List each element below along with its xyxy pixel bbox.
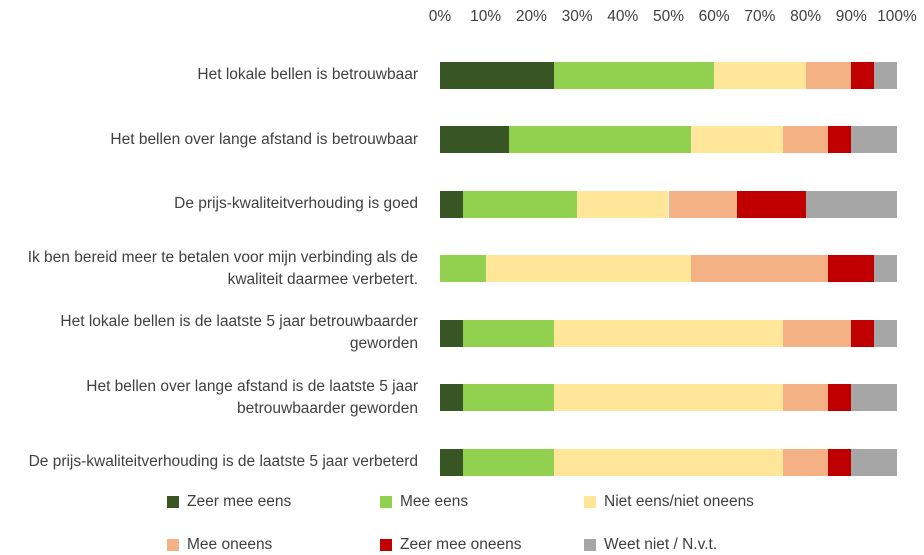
bar-segment xyxy=(462,384,555,411)
bar-segment xyxy=(440,448,463,476)
bar-segment xyxy=(440,255,486,282)
legend-item: Mee oneens xyxy=(167,536,272,554)
bar-segment xyxy=(554,61,715,89)
bar-segment xyxy=(874,255,897,282)
legend-item: Zeer mee oneens xyxy=(380,536,522,554)
bar-segment xyxy=(691,255,829,282)
x-tick-label: 10% xyxy=(470,8,502,25)
bar-segment xyxy=(668,190,738,218)
x-tick-label: 70% xyxy=(744,8,776,25)
legend-swatch xyxy=(167,539,179,551)
category-label: Het lokale bellen is betrouwbaar xyxy=(197,66,418,83)
bar-segment xyxy=(851,384,897,411)
bar-segment xyxy=(440,319,463,347)
bar-segment xyxy=(828,448,852,476)
bar-segment xyxy=(714,61,806,89)
bar-segment xyxy=(851,448,897,476)
bar-segment xyxy=(851,319,875,347)
legend-label: Weet niet / N.v.t. xyxy=(604,536,718,553)
legend-label: Zeer mee oneens xyxy=(400,536,522,553)
bar-segment xyxy=(851,126,897,153)
legend-swatch xyxy=(380,539,392,551)
bar-segment xyxy=(508,126,692,153)
category-label: De prijs-kwaliteitverhouding is goed xyxy=(174,195,418,212)
legend-item: Mee eens xyxy=(380,493,468,511)
bar-segment xyxy=(805,61,852,89)
legend-item: Weet niet / N.v.t. xyxy=(584,536,717,554)
bar-segment xyxy=(554,384,783,411)
bar-segment xyxy=(828,255,875,282)
bar-segment xyxy=(462,448,555,476)
bar-segment xyxy=(462,190,578,218)
x-tick-label: 80% xyxy=(790,8,822,25)
x-tick-label: 20% xyxy=(515,8,547,25)
legend-swatch xyxy=(584,539,596,551)
legend-label: Mee oneens xyxy=(187,536,273,553)
legend-label: Mee eens xyxy=(400,493,469,510)
bar-segment xyxy=(782,448,829,476)
x-tick-label: 0% xyxy=(428,8,452,25)
legend-swatch xyxy=(167,496,179,508)
bar-segment xyxy=(782,126,829,153)
bar-segment xyxy=(782,319,852,347)
legend-swatch xyxy=(380,496,392,508)
category-label: Ik ben bereid meer te betalen voor mijn … xyxy=(27,248,418,288)
bar-segment xyxy=(440,190,463,218)
category-label: Het lokale bellen is de laatste 5 jaar b… xyxy=(60,313,418,352)
legend-swatch xyxy=(584,496,596,508)
bar-segment xyxy=(691,126,783,153)
x-tick-label: 40% xyxy=(607,8,639,25)
bar-segment xyxy=(874,319,897,347)
category-label: Het bellen over lange afstand is betrouw… xyxy=(110,130,418,148)
bar-segment xyxy=(851,61,875,89)
x-tick-label: 60% xyxy=(698,8,730,25)
bar-segment xyxy=(828,384,852,411)
category-label: De prijs-kwaliteitverhouding is de laats… xyxy=(28,453,418,470)
bar-segment xyxy=(737,190,806,218)
bar-segment xyxy=(485,255,692,282)
x-tick-label: 100% xyxy=(877,8,917,25)
bar-segment xyxy=(440,61,555,89)
x-tick-label: 50% xyxy=(652,8,685,25)
bar-segment xyxy=(462,319,555,347)
legend-item: Zeer mee eens xyxy=(167,493,291,511)
bar-segment xyxy=(782,384,829,411)
bar-segment xyxy=(805,190,897,218)
legend-label: Niet eens/niet oneens xyxy=(604,493,754,510)
category-label: Het bellen over lange afstand is de laat… xyxy=(86,377,418,417)
bar-segment xyxy=(828,126,852,153)
bar-segment xyxy=(554,448,783,476)
bar-segment xyxy=(554,319,783,347)
bar-segment xyxy=(874,61,897,89)
legend-item: Niet eens/niet oneens xyxy=(584,493,754,511)
x-tick-label: 30% xyxy=(561,8,593,25)
bar-segment xyxy=(577,190,669,218)
legend-label: Zeer mee eens xyxy=(187,493,292,510)
bar-segment xyxy=(440,126,509,153)
x-tick-label: 90% xyxy=(835,8,867,25)
bar-segment xyxy=(440,384,463,411)
